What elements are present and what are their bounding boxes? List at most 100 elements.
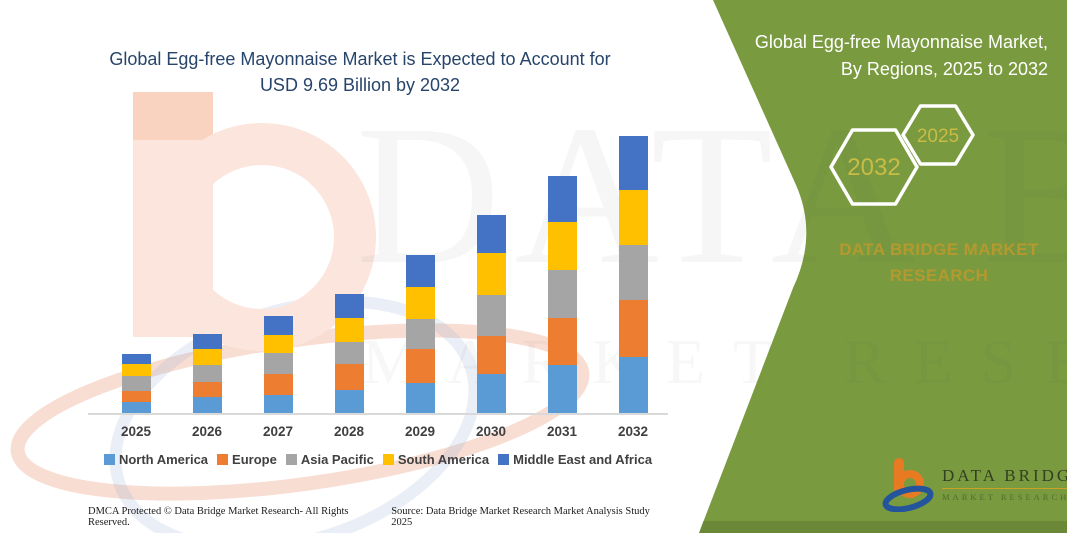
bar-segment xyxy=(547,365,577,413)
bar-chart-plot xyxy=(88,130,668,415)
bar-segment xyxy=(192,333,222,349)
dmca-text: DMCA Protected © Data Bridge Market Rese… xyxy=(88,506,349,528)
bar-segment xyxy=(121,375,151,391)
legend-label: North America xyxy=(118,452,209,467)
x-axis-label: 2032 xyxy=(617,424,649,439)
bar-segment xyxy=(121,353,151,364)
bar-segment xyxy=(618,299,648,357)
bar-segment xyxy=(405,319,435,349)
bar-segment xyxy=(334,342,364,365)
bar-segment xyxy=(547,269,577,318)
bar-segment xyxy=(476,373,506,413)
source-text: Source: Data Bridge Market Research Mark… xyxy=(391,506,650,528)
stacked-bar-2028 xyxy=(334,293,364,413)
bar-segment xyxy=(334,390,364,413)
bar-segment xyxy=(405,349,435,383)
brand-wordmark-line2: RESEARCH xyxy=(889,266,989,285)
chart-title-line2: USD 9.69 Billion by 2032 xyxy=(259,75,461,95)
x-axis-label: 2030 xyxy=(475,424,507,439)
bar-segment xyxy=(334,293,364,319)
bar-segment xyxy=(121,363,151,376)
bar-segment xyxy=(547,175,577,222)
legend-item: South America xyxy=(382,452,490,467)
bar-segment xyxy=(476,335,506,374)
legend-item: Asia Pacific xyxy=(285,452,374,467)
x-axis-label: 2028 xyxy=(333,424,365,439)
legend-label: Middle East and Africa xyxy=(513,452,653,467)
logo-name: DATA BRIDGE xyxy=(942,466,1067,485)
stacked-bar-2029 xyxy=(405,255,435,413)
bar-segment xyxy=(263,395,293,413)
legend-item: Middle East and Africa xyxy=(498,452,652,467)
bar-segment xyxy=(334,318,364,343)
stacked-bar-2032 xyxy=(618,135,648,413)
bar-segment xyxy=(547,221,577,270)
data-bridge-logo-icon xyxy=(882,458,934,512)
bar-segment xyxy=(263,315,293,335)
chart-title-line1: Global Egg-free Mayonnaise Market is Exp… xyxy=(109,49,611,69)
legend-swatch-icon xyxy=(103,454,115,465)
bar-segment xyxy=(192,348,222,365)
bar-segment xyxy=(405,383,435,413)
footer: DMCA Protected © Data Bridge Market Rese… xyxy=(88,506,672,528)
bar-segment xyxy=(334,364,364,391)
chart-legend: North America Europe Asia Pacific South Ame… xyxy=(88,452,668,467)
chart-title: Global Egg-free Mayonnaise Market is Exp… xyxy=(70,46,650,98)
logo-gold-divider xyxy=(942,488,1067,489)
bar-segment xyxy=(547,317,577,365)
stacked-bar-2025 xyxy=(121,353,151,413)
bar-segment xyxy=(476,252,506,295)
legend-item: North America xyxy=(103,452,209,467)
x-axis-label: 2027 xyxy=(262,424,294,439)
logo-subtitle: MARKET RESEARCH xyxy=(942,492,1067,502)
bar-segment xyxy=(618,135,648,190)
brand-wordmark-line1: DATA BRIDGE MARKET xyxy=(839,240,1039,259)
legend-label: Asia Pacific xyxy=(300,452,374,467)
bar-segment xyxy=(618,189,648,245)
data-bridge-logo: DATA BRIDGE MARKET RESEARCH xyxy=(882,456,1067,512)
stacked-bar-2026 xyxy=(192,333,222,413)
bar-segment xyxy=(476,214,506,253)
bar-segment xyxy=(405,255,435,287)
year-hexagons: 2032 2025 xyxy=(829,104,975,206)
x-axis-label: 2031 xyxy=(546,424,578,439)
bar-segment xyxy=(263,352,293,375)
bar-segment xyxy=(618,356,648,413)
bar-segment xyxy=(192,381,222,397)
x-axis-labels: 2025 2026 2027 2028 2029 2030 2031 2032 xyxy=(88,424,668,442)
bar-segment xyxy=(476,294,506,336)
panel-title-line2: By Regions, 2025 to 2032 xyxy=(840,59,1048,79)
x-axis-label: 2025 xyxy=(120,424,152,439)
logo-text-block: DATA BRIDGE MARKET RESEARCH xyxy=(942,466,1067,502)
legend-swatch-icon xyxy=(285,454,297,465)
legend-label: South America xyxy=(397,452,490,467)
bar-segment xyxy=(618,244,648,300)
stacked-bar-2030 xyxy=(476,214,506,413)
legend-swatch-icon xyxy=(217,454,229,465)
bar-segment xyxy=(192,364,222,382)
panel-title: Global Egg-free Mayonnaise Market, By Re… xyxy=(628,29,1048,83)
x-axis-label: 2026 xyxy=(191,424,223,439)
stacked-bar-2027 xyxy=(263,315,293,413)
hexagon-year-back: 2032 xyxy=(847,154,900,181)
bar-segment xyxy=(405,287,435,319)
hexagon-year-front: 2025 xyxy=(917,126,959,147)
legend-swatch-icon xyxy=(498,454,510,465)
bar-segment xyxy=(121,401,151,413)
panel-title-line1: Global Egg-free Mayonnaise Market, xyxy=(754,32,1048,52)
bar-segment xyxy=(263,374,293,395)
legend-swatch-icon xyxy=(382,454,394,465)
legend-item: Europe xyxy=(217,452,277,467)
legend-label: Europe xyxy=(232,452,277,467)
brand-wordmark: DATA BRIDGE MARKET RESEARCH xyxy=(833,237,1045,289)
bar-segment xyxy=(121,390,151,402)
hexagon-badge-2025: 2025 xyxy=(901,104,975,166)
bar-segment xyxy=(263,334,293,353)
stacked-bar-2031 xyxy=(547,175,577,413)
x-axis-label: 2029 xyxy=(404,424,436,439)
hexagon-badge-2032: 2032 xyxy=(829,128,919,206)
bar-segment xyxy=(192,397,222,413)
